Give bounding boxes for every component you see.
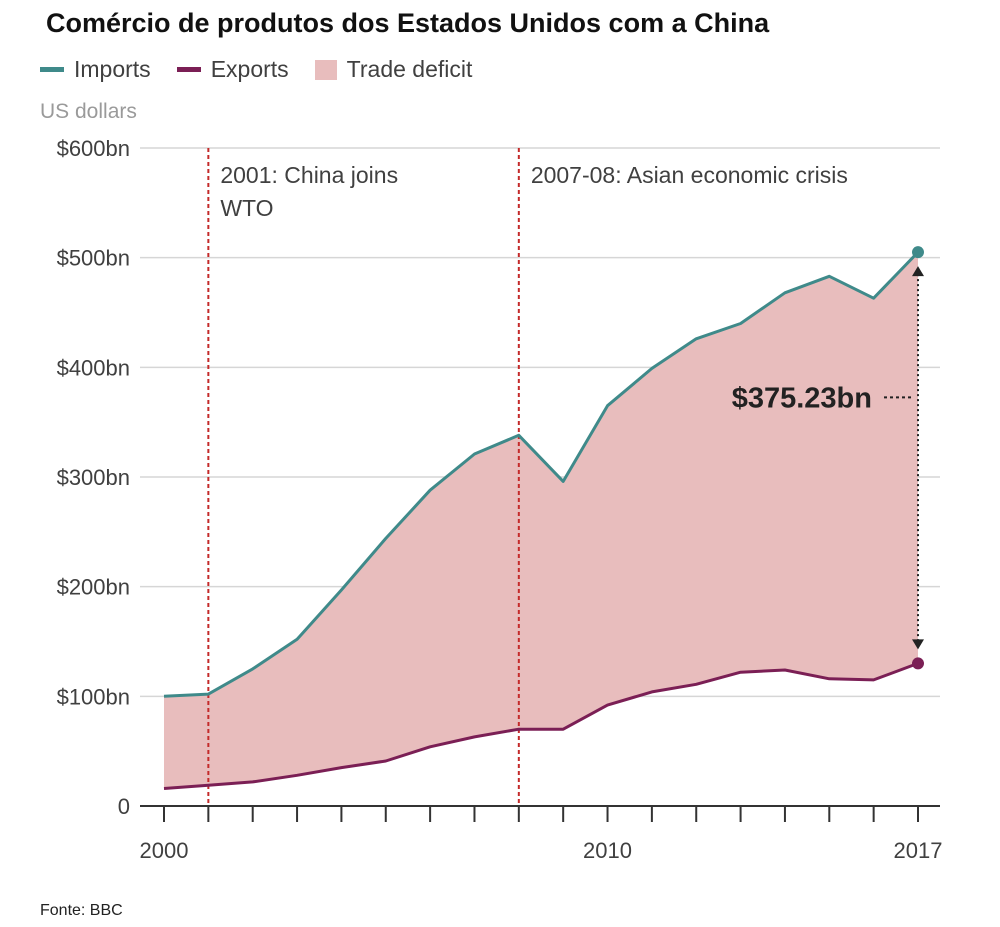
annotation-label-1: 2007-08: Asian economic crisis bbox=[531, 162, 848, 188]
source-note: Fonte: BBC bbox=[40, 902, 123, 919]
x-tick-label: 2017 bbox=[894, 838, 943, 863]
y-tick-label: $100bn bbox=[57, 684, 130, 709]
legend: Imports Exports Trade deficit bbox=[40, 56, 498, 83]
legend-item-imports: Imports bbox=[40, 56, 151, 83]
deficit-area-layer bbox=[164, 252, 918, 789]
imports-swatch bbox=[40, 67, 64, 72]
deficit-area bbox=[164, 252, 918, 789]
exports-swatch bbox=[176, 67, 201, 72]
callout-arrowhead-down-icon bbox=[912, 639, 924, 650]
annotations: 2001: China joins WTO 2007-08: Asian econo… bbox=[220, 162, 924, 650]
annotation-lines bbox=[207, 148, 520, 806]
annotation-label-0: 2001: China joins bbox=[220, 162, 398, 188]
exports-endpoint bbox=[912, 657, 924, 670]
y-tick-label: $300bn bbox=[57, 465, 130, 490]
imports-line bbox=[163, 251, 920, 698]
legend-label-deficit: Trade deficit bbox=[346, 56, 473, 82]
legend-item-deficit: Trade deficit bbox=[314, 56, 473, 83]
y-tick-label: $200bn bbox=[57, 575, 130, 600]
callout-arrowhead-up-icon bbox=[912, 266, 924, 277]
y-tick-label: $400bn bbox=[57, 355, 130, 380]
y-tick-label: $500bn bbox=[57, 246, 130, 271]
exports-line bbox=[163, 661, 919, 790]
legend-label-exports: Exports bbox=[210, 56, 289, 82]
y-tick-label: $600bn bbox=[57, 136, 130, 161]
legend-label-imports: Imports bbox=[74, 56, 151, 82]
legend-item-exports: Exports bbox=[176, 56, 289, 83]
unit-label: US dollars bbox=[40, 100, 137, 123]
callout-label: $375.23bn bbox=[732, 382, 872, 414]
chart-title: Comércio de produtos dos Estados Unidos … bbox=[46, 8, 770, 38]
x-axis bbox=[140, 805, 940, 822]
axis-labels: 0 $100bn $200bn $300bn $400bn $500bn $600bn 200… bbox=[57, 136, 943, 863]
y-tick-label: 0 bbox=[118, 794, 130, 819]
x-tick-label: 2000 bbox=[140, 838, 189, 863]
annotation-label-0: WTO bbox=[220, 195, 273, 221]
deficit-swatch bbox=[314, 59, 337, 80]
imports-endpoint bbox=[912, 246, 924, 259]
series-lines bbox=[163, 246, 924, 790]
x-tick-label: 2010 bbox=[583, 838, 632, 863]
